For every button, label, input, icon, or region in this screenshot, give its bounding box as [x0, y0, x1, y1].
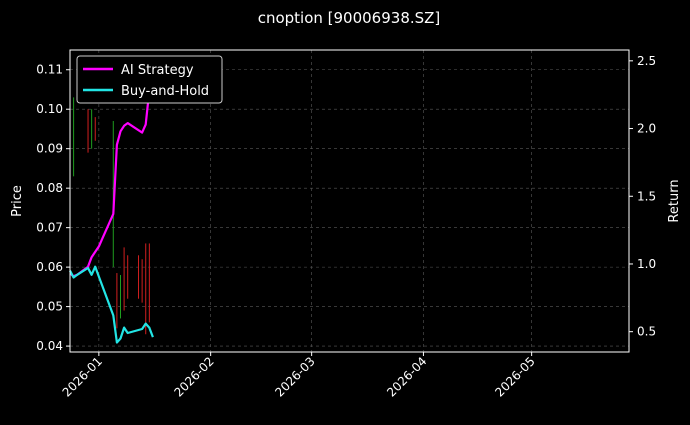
right-tick-label-3: 2.0 [637, 122, 656, 136]
right-axis: 0.5 1.0 1.5 2.0 2.5 [629, 54, 656, 339]
series-lines [69, 83, 154, 344]
left-tick-label-5: 0.09 [36, 142, 63, 156]
left-tick-label-4: 0.08 [36, 181, 63, 195]
chart-title: cnoption [90006938.SZ] [258, 9, 441, 27]
legend-label-bh: Buy-and-Hold [121, 84, 209, 99]
left-tick-label-1: 0.05 [36, 300, 63, 314]
y-axis-label-left: Price [10, 185, 25, 217]
y-axis-label-right: Return [667, 179, 682, 222]
series-line-buy-and-hold [69, 265, 154, 344]
legend: AI Strategy Buy-and-Hold [76, 55, 223, 104]
right-tick-label-4: 2.5 [637, 54, 656, 68]
right-tick-label-1: 1.0 [637, 257, 656, 271]
left-tick-label-7: 0.11 [36, 63, 63, 77]
legend-label-ai: AI Strategy [121, 63, 194, 78]
left-tick-label-0: 0.04 [36, 339, 63, 353]
right-tick-label-2: 1.5 [637, 189, 656, 203]
right-tick-label-0: 0.5 [637, 325, 656, 339]
left-tick-label-6: 0.10 [36, 102, 63, 116]
left-tick-label-2: 0.06 [36, 260, 63, 274]
legend-box [76, 55, 223, 104]
left-tick-label-3: 0.07 [36, 221, 63, 235]
left-axis: 0.04 0.05 0.06 0.07 0.08 0.09 0.10 0.11 [36, 63, 70, 353]
plot-frame [69, 49, 630, 353]
price-bars [73, 97, 150, 335]
